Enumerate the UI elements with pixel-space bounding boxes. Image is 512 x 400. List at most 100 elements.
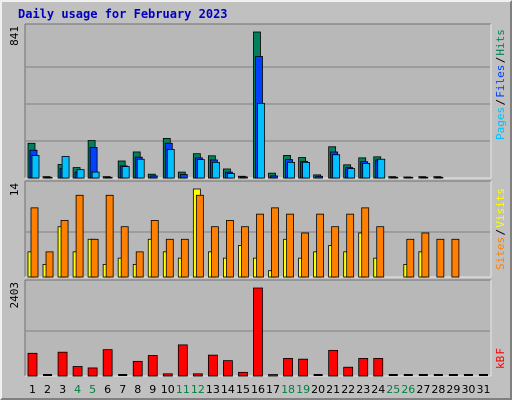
pages-bar: [121, 166, 130, 179]
visits-bar: [316, 213, 325, 278]
visits-bar: [436, 238, 445, 278]
day-label: 7: [119, 383, 126, 396]
day-label: 12: [191, 383, 205, 396]
files-bar: [420, 176, 429, 179]
legend-panel-3-1: kB: [494, 355, 507, 369]
kbytes-bar: [283, 358, 293, 377]
day-label: 27: [416, 383, 430, 396]
kbytes-zero-bar: [448, 374, 458, 376]
day-label: 28: [431, 383, 445, 396]
visits-bar: [60, 220, 69, 278]
kbytes-bar: [192, 373, 203, 377]
files-bar: [435, 176, 444, 179]
visits-bar: [150, 220, 159, 278]
kbytes-zero-bar: [418, 374, 428, 376]
visits-bar: [241, 226, 249, 278]
day-label: 8: [134, 383, 141, 396]
pages-bar: [302, 161, 310, 179]
visits-bar: [226, 220, 234, 278]
day-label: 17: [266, 383, 280, 396]
day-label: 21: [326, 383, 340, 396]
files-bar: [149, 175, 158, 179]
day-label: 25: [386, 383, 400, 396]
day-label: 4: [74, 383, 81, 396]
day-label: 18: [281, 383, 295, 396]
day-label: 30: [461, 383, 475, 396]
kbytes-bar: [27, 352, 38, 377]
visits-bar: [120, 226, 129, 278]
kbytes-zero-bar: [433, 374, 443, 376]
day-label: 20: [311, 383, 325, 396]
pages-bar: [347, 168, 356, 179]
kbytes-zero-bar: [478, 374, 488, 376]
kbytes-bar: [298, 358, 308, 377]
visits-bar: [45, 251, 54, 278]
kbytes-zero-bar: [388, 374, 398, 376]
day-label: 5: [89, 383, 96, 396]
pages-bar: [61, 156, 70, 179]
visits-bar: [421, 232, 430, 278]
visits-bar: [256, 213, 264, 278]
day-label: 15: [236, 383, 250, 396]
chart-title: Daily usage for February 2023: [18, 7, 228, 21]
kbytes-bar: [102, 349, 113, 377]
panel-2-max-label: 14: [8, 183, 21, 197]
panel-3-max-label: 2403: [8, 282, 21, 309]
kbytes-bar: [87, 367, 98, 377]
files-bar: [179, 174, 188, 179]
visits-bar: [286, 213, 294, 278]
visits-bar: [165, 238, 174, 278]
kbytes-zero-bar: [313, 374, 323, 376]
day-label: 11: [176, 383, 190, 396]
visits-bar: [376, 226, 385, 278]
day-label: 26: [401, 383, 415, 396]
pages-bar: [166, 149, 175, 179]
files-bar: [270, 175, 278, 179]
day-label: 22: [341, 383, 355, 396]
day-label: 16: [251, 383, 265, 396]
visits-bar: [195, 194, 204, 278]
kbytes-bar: [72, 366, 83, 377]
legend-panel-2-2: /: [494, 229, 507, 236]
pages-bar: [377, 158, 386, 179]
day-label: 19: [296, 383, 310, 396]
kbytes-bar: [132, 360, 143, 377]
pages-bar: [287, 161, 295, 179]
kbytes-zero-bar: [463, 374, 473, 376]
legend-panel-2-1: Sites: [494, 237, 507, 270]
kbytes-bar: [373, 358, 384, 377]
kbytes-zero-bar: [403, 374, 413, 376]
kbytes-bar: [343, 366, 354, 377]
kbytes-bar: [238, 371, 248, 377]
legend-panel-1-1: Pages: [494, 107, 507, 140]
visits-bar: [406, 238, 415, 278]
pages-bar: [227, 173, 235, 179]
kbytes-bar: [328, 349, 339, 377]
day-label: 6: [104, 383, 111, 396]
legend-panel-1-5: Hits: [494, 29, 507, 56]
kbytes-zero-bar: [43, 374, 53, 376]
pages-bar: [31, 155, 40, 179]
day-label: 31: [476, 383, 490, 396]
files-bar: [405, 176, 414, 179]
visits-bar: [210, 226, 219, 278]
visits-bar: [135, 251, 144, 278]
pages-bar: [211, 161, 220, 179]
pages-bar: [196, 159, 205, 179]
visits-bar: [361, 207, 370, 278]
kbytes-bar: [162, 373, 173, 377]
day-label: 10: [161, 383, 175, 396]
pages-bar: [76, 169, 85, 179]
visits-bar: [346, 213, 355, 278]
visits-bar: [451, 238, 460, 278]
day-label: 29: [446, 383, 460, 396]
files-bar: [240, 176, 248, 179]
visits-bar: [105, 194, 114, 278]
files-bar: [315, 175, 324, 179]
day-label: 2: [44, 383, 51, 396]
visits-bar: [271, 207, 279, 278]
kbytes-bar: [57, 351, 68, 377]
day-label: 1: [29, 383, 36, 396]
pages-bar: [136, 158, 145, 179]
visits-bar: [180, 238, 189, 278]
